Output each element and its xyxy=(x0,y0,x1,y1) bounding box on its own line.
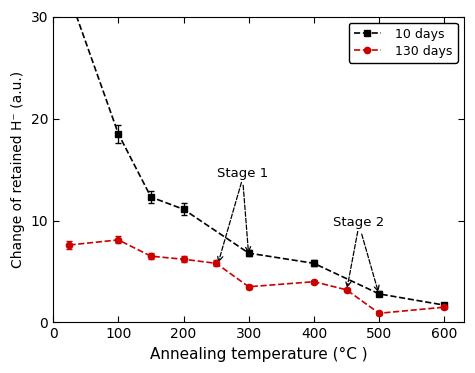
Text: Stage 2: Stage 2 xyxy=(332,216,384,291)
X-axis label: Annealing temperature (°C ): Annealing temperature (°C ) xyxy=(150,347,367,362)
Text: Stage 1: Stage 1 xyxy=(217,167,268,252)
Legend:   10 days,   130 days: 10 days, 130 days xyxy=(349,23,457,63)
Y-axis label: Change of retained H⁻ (a.u.): Change of retained H⁻ (a.u.) xyxy=(11,71,25,268)
